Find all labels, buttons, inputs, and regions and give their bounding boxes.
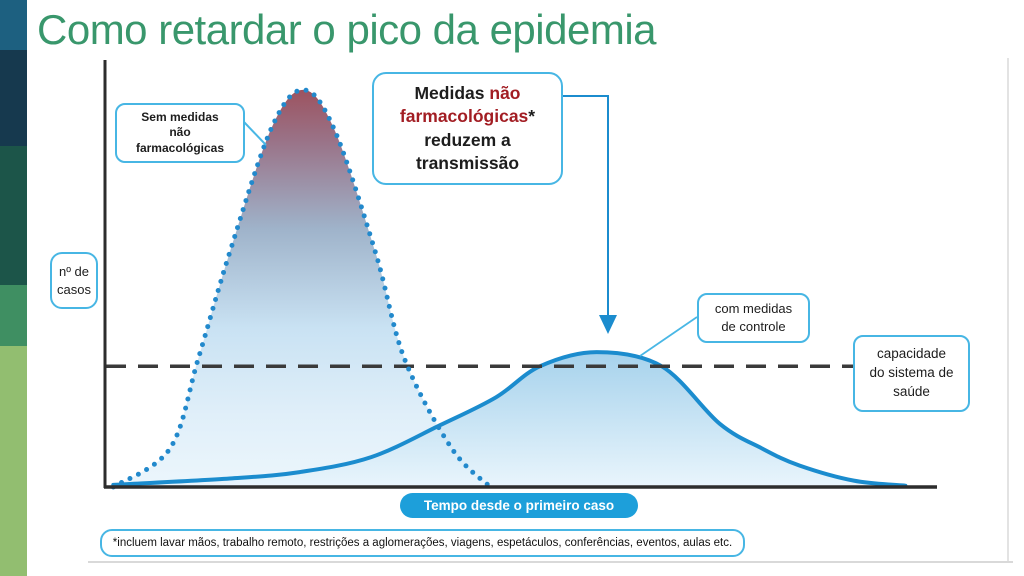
callout-line: farmacológicas*: [399, 106, 536, 127]
footnote: *incluem lavar mãos, trabalho remoto, re…: [100, 529, 745, 557]
stripe-segment: [0, 346, 27, 576]
stripe-segment: [0, 285, 27, 346]
page-title: Como retardar o pico da epidemia: [37, 6, 657, 53]
left-color-stripe: [0, 0, 27, 576]
callout-line: Medidas não: [414, 83, 521, 104]
no-measures-curve-dotted: [110, 87, 493, 490]
stripe-segment: [0, 50, 27, 146]
callout-non-pharmacological: Medidas não farmacológicas* reduzem a tr…: [372, 72, 563, 185]
callout-arrow-line: [563, 95, 609, 317]
no-measures-curve-fill: [113, 89, 491, 488]
control-measures-curve-fill: [113, 352, 906, 487]
control-measures-curve: [111, 350, 908, 488]
callout-arrow-head: [599, 315, 617, 334]
callout-line: transmissão: [415, 152, 520, 173]
x-axis-label: Tempo desde o primeiro caso: [400, 493, 638, 518]
label-health-system-capacity: capacidade do sistema de saúde: [853, 335, 970, 412]
stripe-segment: [0, 146, 27, 285]
y-axis-label: nº de casos: [50, 252, 98, 309]
no-measures-connector-line: [243, 121, 267, 146]
label-no-measures: Sem medidas não farmacológicas: [115, 103, 245, 163]
callout-line: reduzem a: [424, 129, 511, 150]
control-measures-connector-line: [639, 316, 698, 357]
stripe-segment: [0, 0, 27, 50]
label-with-control-measures: com medidas de controle: [697, 293, 810, 343]
